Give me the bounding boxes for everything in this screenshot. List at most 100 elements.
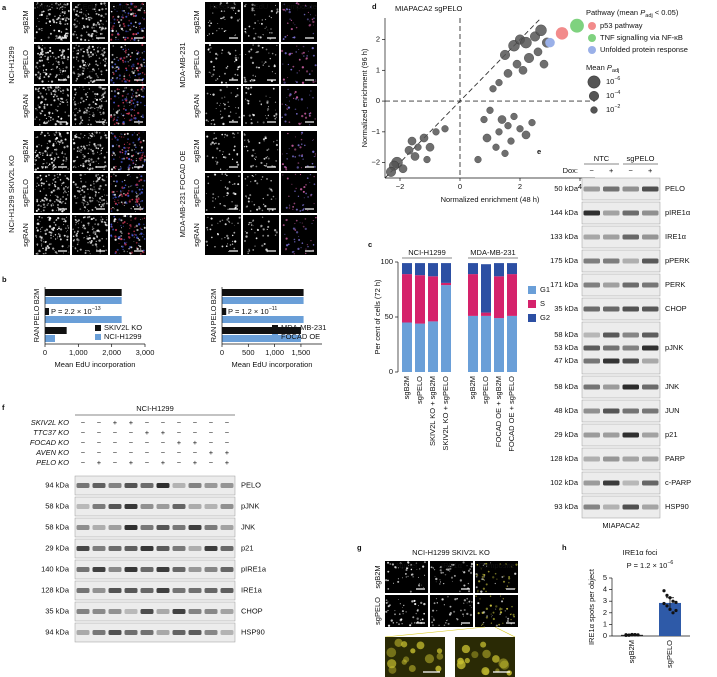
cell — [90, 55, 92, 58]
cell — [61, 9, 63, 10]
cell — [471, 606, 473, 608]
kda-label: 35 kDa — [554, 304, 579, 313]
band — [603, 345, 620, 351]
cell — [47, 36, 50, 39]
cell — [124, 89, 126, 91]
cell — [99, 19, 102, 22]
cell — [42, 182, 45, 185]
cell — [262, 121, 265, 124]
cell — [114, 90, 116, 92]
legend-label: Unfolded protein response — [600, 45, 688, 54]
cell — [267, 225, 270, 229]
cell — [102, 219, 104, 220]
cell — [62, 187, 65, 190]
cell — [126, 251, 128, 253]
cell — [101, 122, 104, 125]
cell — [138, 132, 140, 134]
cell — [103, 168, 105, 171]
band — [583, 282, 600, 288]
cell — [38, 112, 40, 114]
cell — [62, 68, 64, 70]
cell — [265, 165, 267, 167]
legend-marker — [588, 22, 596, 30]
band — [583, 456, 600, 462]
cell — [127, 12, 130, 15]
cell — [57, 156, 59, 159]
cell — [53, 156, 56, 159]
cell — [271, 71, 273, 73]
cell — [50, 80, 54, 83]
cell — [87, 123, 90, 126]
cell — [422, 565, 425, 568]
blot — [581, 447, 661, 471]
cell — [96, 64, 99, 67]
cell — [125, 87, 127, 89]
cell — [495, 624, 498, 627]
cell — [124, 179, 126, 182]
cell — [41, 54, 44, 56]
cell — [97, 147, 100, 150]
cell — [220, 17, 222, 20]
cell — [208, 33, 211, 35]
cell — [73, 102, 75, 104]
cell — [137, 237, 139, 240]
cell — [86, 216, 89, 219]
cell — [398, 613, 401, 615]
cell — [390, 619, 393, 622]
cell — [235, 58, 238, 62]
cell — [270, 180, 272, 182]
protein-label: p21 — [665, 430, 678, 439]
cell — [263, 62, 265, 64]
cell — [67, 18, 70, 20]
band — [124, 483, 138, 488]
cell — [122, 149, 124, 152]
cell — [94, 23, 98, 27]
point — [533, 47, 543, 57]
cell — [36, 182, 38, 184]
cell — [44, 166, 47, 168]
cell — [80, 145, 83, 148]
cell — [430, 566, 433, 569]
cell — [269, 57, 271, 60]
cell — [127, 150, 129, 152]
cell — [76, 53, 78, 55]
cell — [301, 242, 304, 244]
cell — [126, 141, 128, 143]
cell — [86, 96, 89, 98]
cell — [73, 73, 76, 75]
cell — [276, 10, 279, 13]
cell — [95, 131, 98, 134]
cell — [90, 33, 93, 35]
cell — [74, 118, 77, 121]
cell — [420, 601, 423, 604]
band — [583, 358, 600, 364]
cell — [489, 595, 492, 597]
cell — [118, 202, 120, 204]
cell — [47, 9, 50, 11]
cell — [111, 226, 113, 228]
cell — [116, 144, 118, 146]
cell — [74, 165, 76, 167]
cell — [85, 17, 88, 20]
cell — [312, 20, 315, 24]
band — [172, 567, 186, 572]
cell — [62, 49, 66, 53]
cell — [52, 247, 55, 250]
cell — [315, 14, 317, 16]
cell — [114, 202, 117, 205]
bar — [45, 297, 122, 304]
cell — [270, 17, 272, 19]
cell — [36, 146, 38, 148]
cell — [138, 174, 140, 176]
cell — [130, 88, 133, 91]
cell — [228, 181, 231, 184]
cell — [65, 191, 67, 194]
cell — [143, 73, 146, 76]
micrograph — [475, 595, 518, 627]
cell — [295, 26, 298, 29]
cell — [90, 218, 93, 221]
cell — [262, 228, 265, 231]
cell — [49, 55, 52, 58]
cell — [259, 22, 260, 24]
cell — [129, 76, 131, 78]
